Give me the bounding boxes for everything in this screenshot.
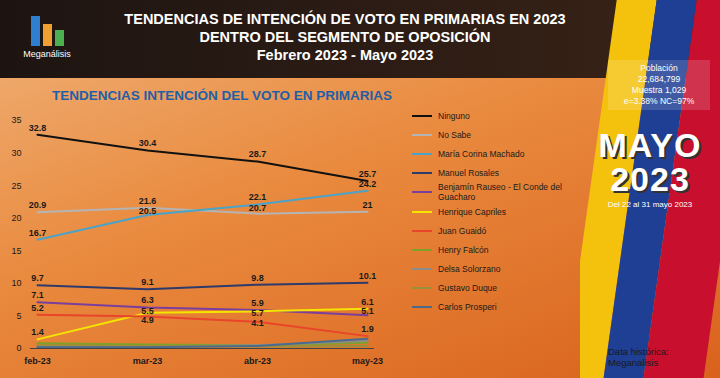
html-text:Ninguno: Ninguno [438,110,470,121]
svg-text:20: 20 [11,213,21,223]
html-text:2023: 2023 [610,160,690,198]
svg-text:32.8: 32.8 [29,123,47,133]
svg-text:20.7: 20.7 [249,203,267,213]
svg-text:15: 15 [11,246,21,256]
svg-text:25: 25 [11,181,21,191]
html-text:Del 22 al 31 mayo 2023: Del 22 al 31 mayo 2023 [607,200,693,209]
html-text:Juan Guaidó: Juan Guaidó [438,225,487,236]
svg-text:24.2: 24.2 [359,179,377,189]
svg-text:20.9: 20.9 [29,200,47,210]
svg-text:21: 21 [362,200,372,210]
svg-text:abr-23: abr-23 [244,356,271,366]
html-text:e=3.38% NC=97%: e=3.38% NC=97% [623,96,695,106]
svg-text:feb-23: feb-23 [24,356,51,366]
svg-text:35: 35 [11,115,21,125]
svg-text:22.1: 22.1 [249,192,267,202]
svg-text:16.7: 16.7 [29,228,47,238]
html-text:Manuel Rosales: Manuel Rosales [438,167,499,178]
svg-text:6.1: 6.1 [361,297,374,307]
html-text:Población: Población [640,63,678,73]
html-text:Febrero 2023 - Mayo 2023: Febrero 2023 - Mayo 2023 [256,47,434,63]
svg-text:1.4: 1.4 [31,327,44,337]
html-text:22,684,799: 22,684,799 [637,74,681,84]
svg-text:4.1: 4.1 [251,318,264,328]
svg-text:5.5: 5.5 [141,306,154,316]
svg-text:30.4: 30.4 [139,138,157,148]
svg-text:6.3: 6.3 [141,295,154,305]
html-text:Henry Falcón: Henry Falcón [438,244,489,255]
svg-text:28.7: 28.7 [249,149,267,159]
html-text:Carlos Prosperi: Carlos Prosperi [438,301,497,312]
html-text:María Corina Machado: María Corina Machado [438,148,525,159]
html-text:Meganálisis: Meganálisis [23,49,71,59]
svg-text:5.2: 5.2 [31,303,44,313]
html-text:TENDENCIAS DE INTENCIÓN DE VOT: TENDENCIAS DE INTENCIÓN DE VOTO EN PRIMA… [124,11,566,27]
svg-text:25.7: 25.7 [359,169,377,179]
html-text:TENDENCIAS INTENCIÓN DEL VOTO: TENDENCIAS INTENCIÓN DEL VOTO EN PRIMARI… [52,88,392,103]
html-text:Delsa Solorzano: Delsa Solorzano [438,263,501,274]
svg-text:5.7: 5.7 [251,308,264,319]
svg-text:10: 10 [11,278,21,288]
svg-text:0: 0 [16,343,21,353]
svg-text:5.1: 5.1 [361,306,374,316]
svg-text:5.9: 5.9 [251,298,264,308]
svg-text:1.9: 1.9 [361,324,374,334]
html-text:Gustavo Duque: Gustavo Duque [438,282,498,293]
svg-text:5: 5 [16,311,21,321]
svg-text:4.9: 4.9 [141,315,154,325]
svg-text:20.5: 20.5 [139,206,157,216]
svg-text:mar-23: mar-23 [133,356,163,366]
svg-text:may-23: may-23 [352,356,383,366]
svg-text:10.1: 10.1 [359,271,377,281]
html-text:Benjamín Rauseo - El Conde del: Benjamín Rauseo - El Conde del Guacharo [438,182,562,202]
svg-text:9.8: 9.8 [251,273,264,283]
svg-text:21.6: 21.6 [139,196,157,206]
html-text:Muestra 1,029: Muestra 1,029 [631,85,687,95]
html-text:Data histórica:: Data histórica: [608,346,669,357]
html-text:No Sabe: No Sabe [438,129,472,140]
svg-text:9.1: 9.1 [141,277,154,287]
svg-text:7.1: 7.1 [31,290,44,300]
svg-text:30: 30 [11,148,21,158]
html-text:MAYO: MAYO [598,126,702,164]
svg-text:9.7: 9.7 [31,273,44,283]
html-text:DENTRO DEL SEGMENTO DE OPOSICI: DENTRO DEL SEGMENTO DE OPOSICIÓN [199,29,491,45]
html-text:Henrique Capriles: Henrique Capriles [438,206,506,217]
html-text:Meganalisis: Meganalisis [608,357,659,368]
